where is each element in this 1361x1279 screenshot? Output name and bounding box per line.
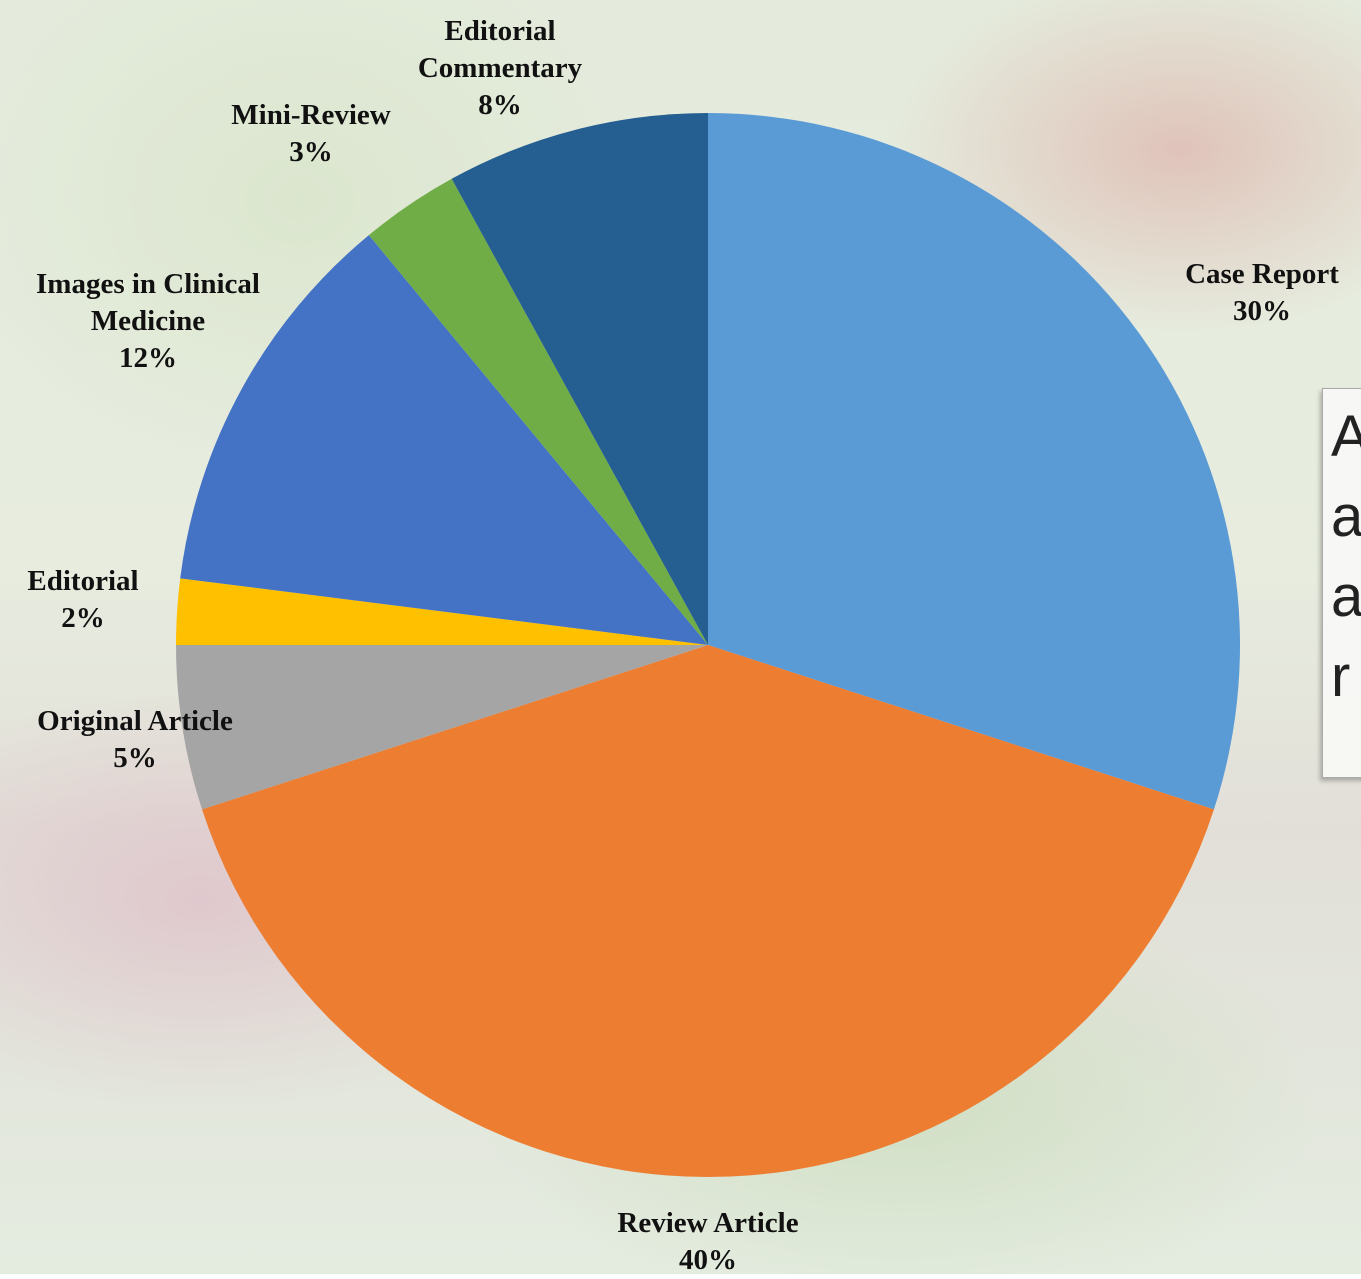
value-label: 30% [1162, 293, 1361, 330]
value-label: 40% [578, 1242, 838, 1279]
value-label: 5% [5, 740, 265, 777]
category-label: Case Report [1162, 256, 1361, 293]
text-line: r [1331, 637, 1361, 717]
text-line: a [1331, 557, 1361, 637]
value-label: 12% [8, 340, 288, 377]
value-label: 3% [201, 134, 421, 171]
category-label: Mini-Review [201, 97, 421, 134]
pie-chart [0, 0, 1361, 1274]
slide: {"chart_data": {"type": "pie", "categori… [0, 0, 1361, 1274]
value-label: 2% [3, 600, 163, 637]
value-label: 8% [400, 87, 600, 124]
category-label: Editorial Commentary [400, 13, 600, 87]
category-label: Editorial [3, 563, 163, 600]
category-label: Original Article [5, 703, 265, 740]
text-line: a [1331, 477, 1361, 557]
category-label: Review Article [578, 1205, 838, 1242]
text-line: A [1331, 397, 1361, 477]
category-label: Images in Clinical Medicine [8, 266, 288, 340]
